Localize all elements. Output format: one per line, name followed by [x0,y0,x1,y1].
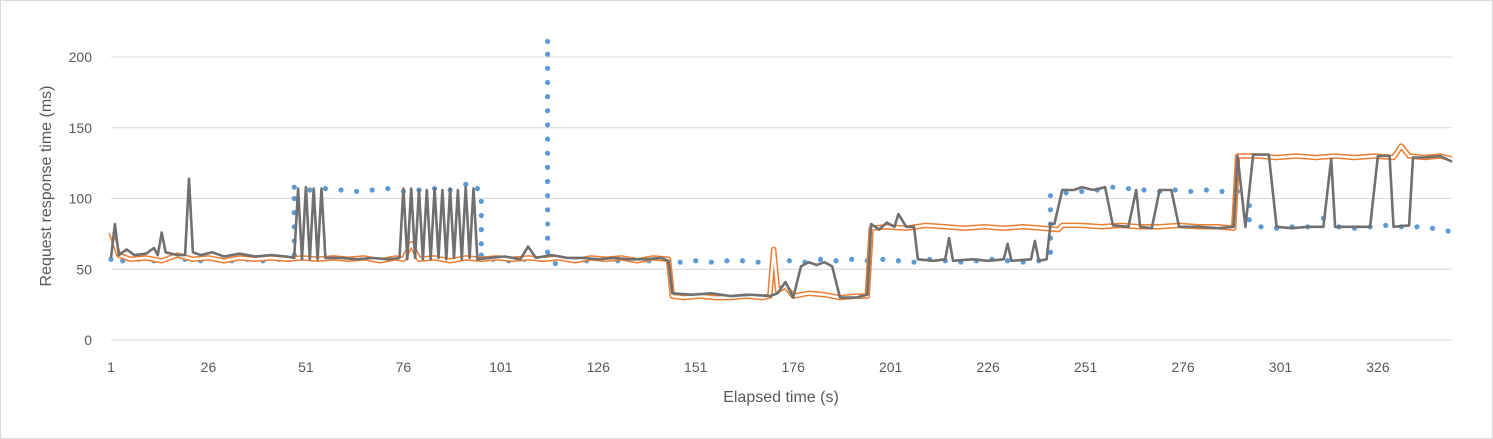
data-point [880,256,886,262]
x-axis-title: Elapsed time (s) [723,389,839,406]
data-point [108,256,114,262]
x-tick-label: 101 [489,359,513,375]
data-point [545,207,551,213]
x-tick-label: 126 [587,359,611,375]
data-point [478,212,484,219]
data-point [1141,187,1147,193]
y-tick-label: 150 [69,120,93,136]
data-point [353,188,360,195]
x-tick-label: 226 [976,359,1000,375]
data-point [724,258,730,264]
data-point [545,221,551,227]
data-point [1047,249,1054,255]
data-point [1219,188,1225,195]
data-point [478,241,484,247]
data-point [545,136,551,142]
data-point [291,195,297,202]
data-point [385,185,391,192]
data-point [1110,184,1116,190]
x-tick-label: 151 [684,359,708,375]
x-tick-label: 201 [879,359,903,375]
series-line [109,153,1453,299]
y-tick-label: 200 [69,49,93,65]
data-point [545,122,551,128]
data-point [1125,185,1132,192]
series-group [108,38,1453,301]
data-point [552,260,559,267]
data-point [911,259,917,265]
data-point [291,184,297,190]
data-point [1172,187,1178,193]
data-point [1079,188,1085,195]
y-tick-label: 0 [84,332,92,348]
y-tick-label: 100 [69,191,93,207]
data-point [545,178,551,185]
data-point [1246,217,1252,223]
data-point [895,258,902,264]
data-point [322,185,329,192]
data-point [478,227,484,233]
gridlines [111,56,1452,341]
y-axis-title: Request response time (ms) [38,86,55,287]
data-point [478,252,484,258]
data-point [545,51,551,57]
data-point [786,258,792,264]
x-tick-label: 301 [1269,359,1293,375]
data-point [545,38,551,45]
data-point [1047,207,1054,213]
data-point [545,150,551,156]
data-point [1258,224,1264,230]
data-point [545,193,551,199]
data-point [849,256,855,262]
data-point [739,258,746,264]
data-point [708,259,714,265]
data-point [474,185,481,192]
x-tick-label: 1 [107,359,115,375]
data-point [1445,228,1451,234]
data-point [1383,222,1389,228]
x-tick-label: 276 [1171,359,1195,375]
x-tick-labels: 1 26 51 76 101 126 151 176 201 226 251 276 301 326 [107,359,1390,375]
data-point [545,65,551,71]
data-point [677,259,683,265]
x-tick-label: 26 [201,359,217,375]
data-point [755,259,761,265]
x-tick-label: 326 [1366,359,1390,375]
data-point [1047,193,1054,199]
data-point [369,187,375,193]
data-point [1429,225,1436,231]
data-point [545,79,551,86]
data-point [693,258,699,264]
data-point [545,164,551,170]
x-tick-label: 51 [298,359,314,375]
data-point [478,198,484,204]
data-point [1188,188,1194,195]
data-point [1203,187,1210,193]
data-point [545,249,551,255]
data-point [545,94,551,100]
y-tick-label: 50 [76,261,92,277]
x-tick-label: 251 [1074,359,1098,375]
data-point [833,258,839,264]
series-0 [108,38,1451,267]
data-point [338,187,344,193]
data-point [1004,258,1011,264]
data-point [545,108,551,114]
x-tick-label: 76 [396,359,412,375]
series-2 [109,153,1453,299]
data-point [307,187,313,193]
data-point [463,181,469,187]
data-point [817,256,824,262]
data-point [545,235,551,241]
data-point [1063,190,1069,196]
y-tick-labels: 0 50 100 150 200 [69,49,93,348]
data-point [1414,224,1420,230]
x-tick-label: 176 [782,359,806,375]
